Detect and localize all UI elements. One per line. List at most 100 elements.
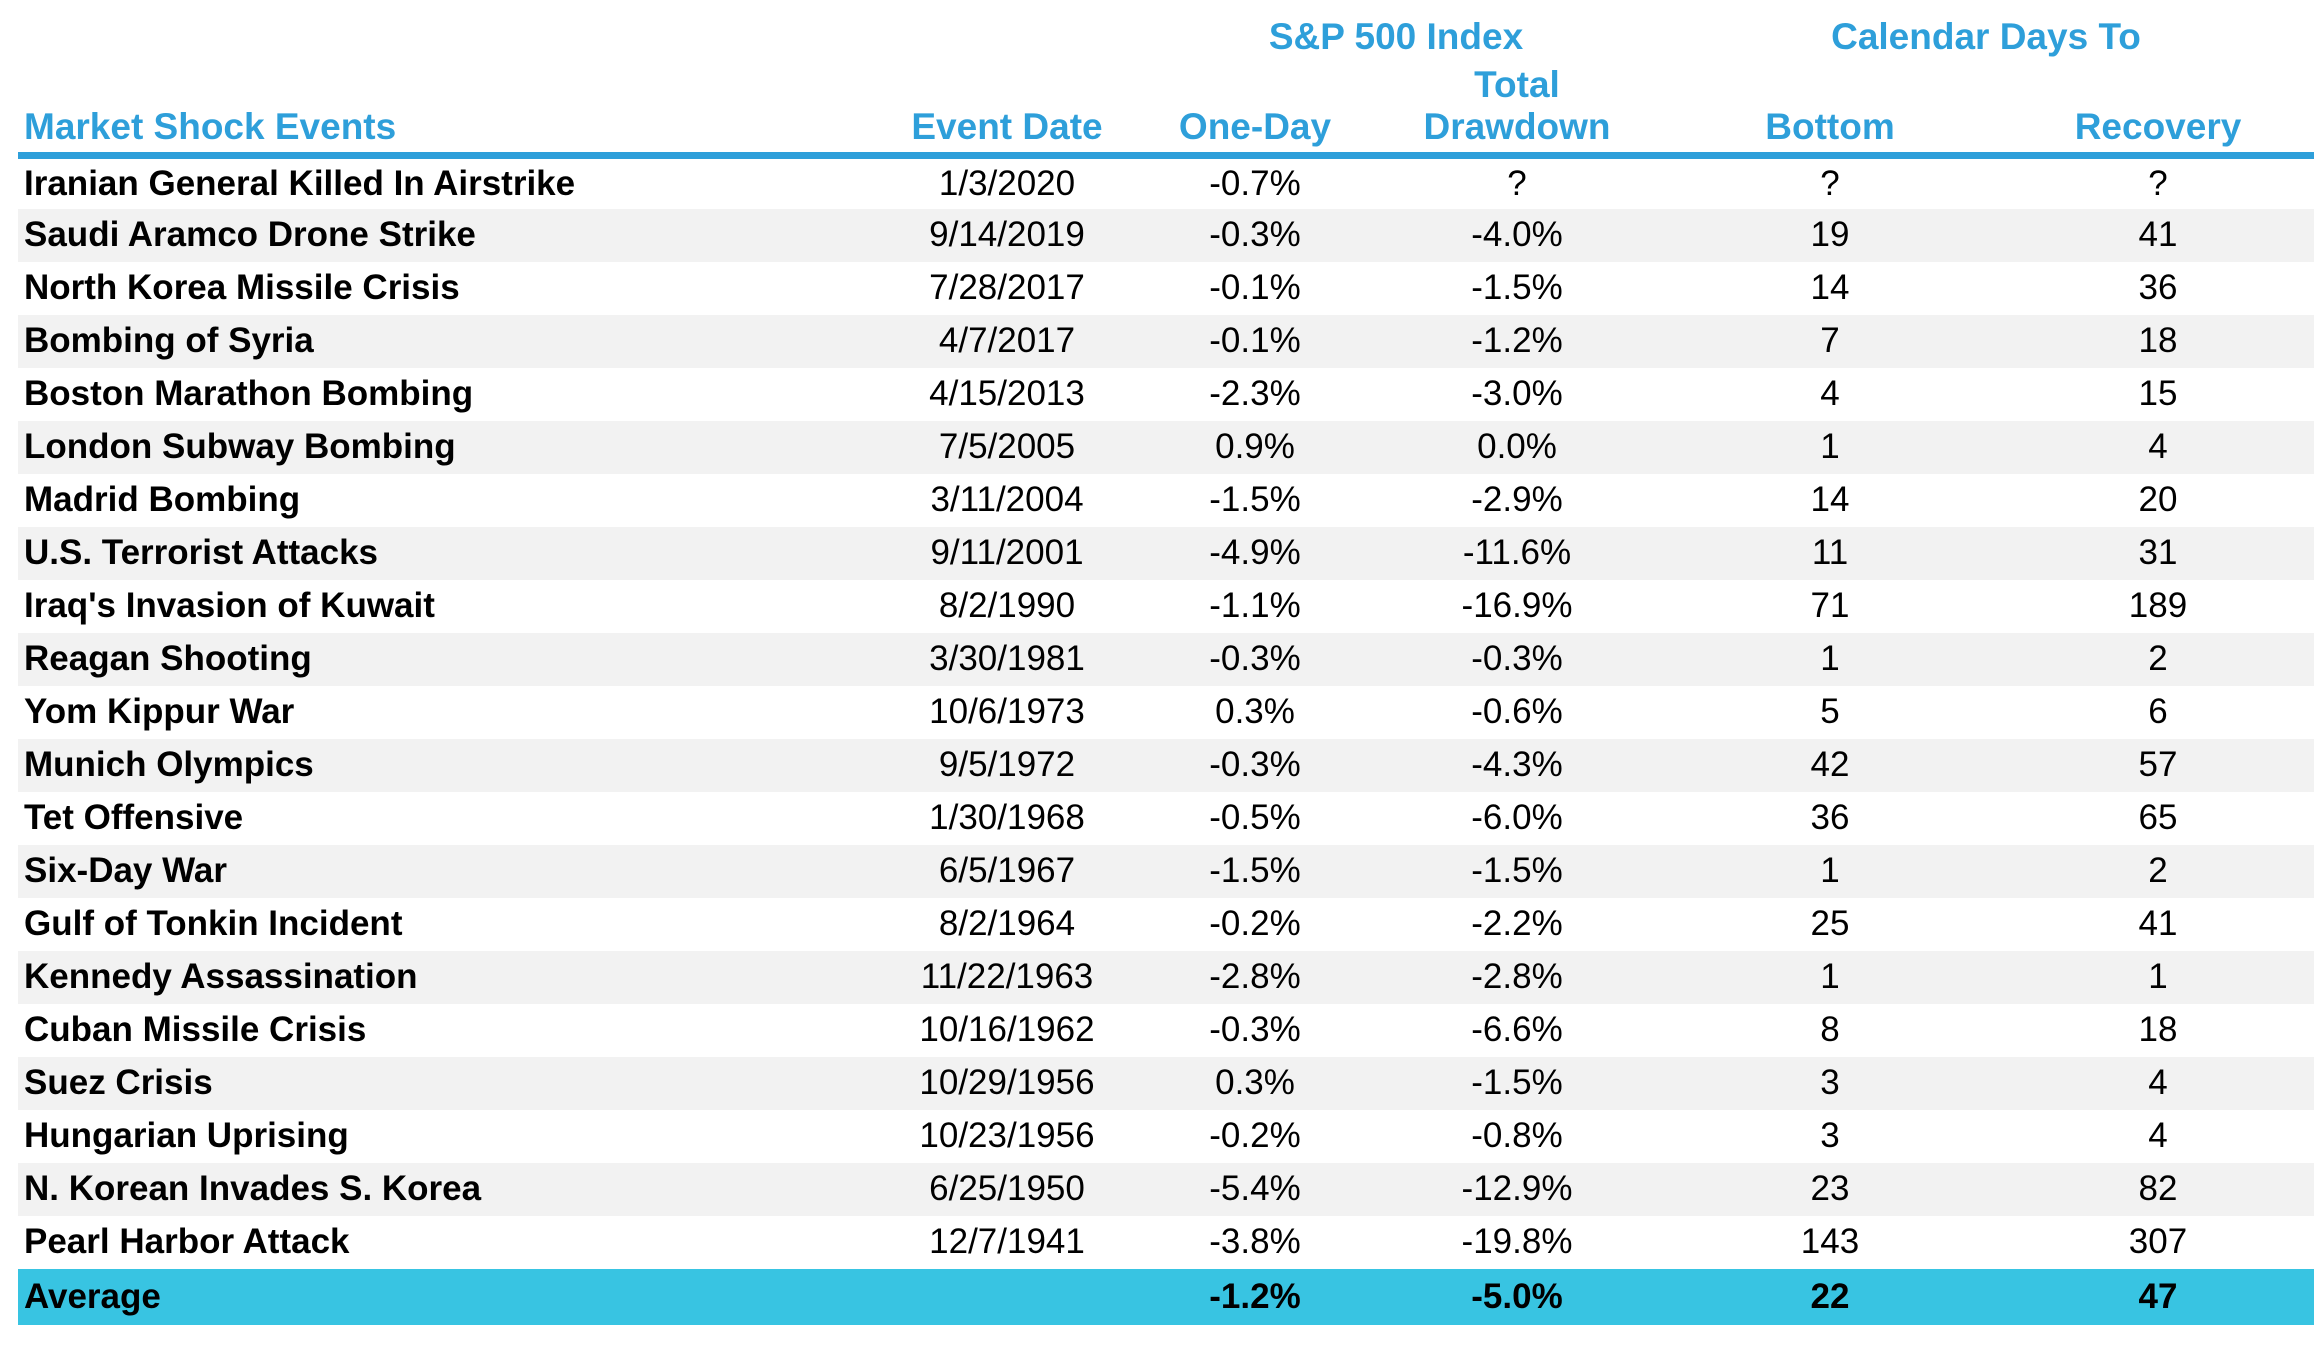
one-day-cell: -0.3% [1209, 215, 1301, 254]
table-row: Yom Kippur War 10/6/1973 0.3% -0.6% 5 6 [18, 686, 2314, 739]
recovery-days-cell: 31 [2138, 533, 2178, 572]
table-row: Gulf of Tonkin Incident 8/2/1964 -0.2% -2.2… [18, 898, 2314, 951]
recovery-days-cell: 36 [2138, 268, 2178, 307]
event-name-cell: Yom Kippur War [24, 692, 295, 731]
bottom-days-cell: 19 [1810, 215, 1850, 254]
event-name-cell: Iranian General Killed In Airstrike [24, 163, 576, 203]
one-day-cell: -0.2% [1209, 1116, 1301, 1155]
one-day-cell: -0.5% [1209, 798, 1301, 837]
event-name-cell: Bombing of Syria [24, 321, 314, 360]
recovery-days-cell: 2 [2148, 639, 2168, 678]
event-name-cell: Gulf of Tonkin Incident [24, 904, 403, 943]
total-drawdown-cell: -4.0% [1471, 215, 1563, 254]
average-total-drawdown-cell: -5.0% [1471, 1276, 1563, 1316]
average-label-cell: Average [24, 1276, 161, 1316]
event-name-cell: Hungarian Uprising [24, 1116, 349, 1155]
one-day-cell: -0.3% [1209, 745, 1301, 784]
event-name-cell: N. Korean Invades S. Korea [24, 1169, 482, 1208]
event-date-cell: 4/7/2017 [938, 321, 1076, 360]
table-body: Iranian General Killed In Airstrike 1/3/2… [18, 156, 2314, 1325]
one-day-cell: -0.2% [1209, 904, 1301, 943]
bottom-days-cell: 23 [1810, 1169, 1850, 1208]
one-day-cell: -1.1% [1209, 586, 1301, 625]
table-row: London Subway Bombing 7/5/2005 0.9% 0.0% 1 4 [18, 420, 2314, 474]
event-name-cell: U.S. Terrorist Attacks [24, 533, 378, 572]
recovery-days-cell: 18 [2138, 1010, 2178, 1049]
total-drawdown-cell: 0.0% [1477, 427, 1557, 466]
column-header-row: Market Shock Events Event Date One-Day T… [18, 64, 2314, 159]
average-one-day-cell: -1.2% [1209, 1276, 1301, 1316]
average-date-cell [880, 1269, 1134, 1325]
bottom-days-cell: 14 [1810, 480, 1850, 519]
recovery-days-cell: 20 [2138, 480, 2178, 519]
col-header-bottom: Bottom [1658, 64, 2002, 159]
total-drawdown-cell: -0.3% [1471, 639, 1563, 678]
event-date-cell: 6/5/1967 [938, 851, 1076, 890]
event-date-cell: 4/15/2013 [929, 374, 1085, 413]
total-drawdown-cell: -11.6% [1462, 533, 1572, 572]
recovery-days-cell: 307 [2128, 1222, 2188, 1261]
one-day-cell: -3.8% [1209, 1222, 1301, 1261]
one-day-cell: 0.3% [1215, 692, 1295, 731]
group-header-spacer [18, 12, 1134, 64]
col-header-total-drawdown: Total Drawdown [1376, 64, 1658, 159]
bottom-days-cell: 5 [1820, 692, 1840, 731]
recovery-days-cell: ? [2148, 163, 2168, 203]
group-header-row: S&P 500 Index Calendar Days To [18, 12, 2314, 64]
table-row: Cuban Missile Crisis 10/16/1962 -0.3% -6.6%… [18, 1004, 2314, 1057]
one-day-cell: -5.4% [1209, 1169, 1301, 1208]
recovery-days-cell: 2 [2148, 851, 2168, 890]
recovery-days-cell: 15 [2138, 374, 2178, 413]
event-date-cell: 8/2/1990 [938, 586, 1076, 625]
event-date-cell: 3/11/2004 [930, 480, 1084, 519]
event-date-cell: 10/6/1973 [929, 692, 1085, 731]
table-row: Iraq's Invasion of Kuwait 8/2/1990 -1.1% -1… [18, 580, 2314, 633]
recovery-days-cell: 65 [2138, 798, 2178, 837]
event-date-cell: 9/5/1972 [938, 745, 1076, 784]
bottom-days-cell: 8 [1820, 1010, 1840, 1049]
col-header-recovery: Recovery [2002, 64, 2314, 159]
bottom-days-cell: 4 [1820, 374, 1840, 413]
event-name-cell: Suez Crisis [24, 1063, 213, 1102]
event-date-cell: 1/30/1968 [929, 798, 1085, 837]
total-drawdown-cell: -1.5% [1471, 268, 1563, 307]
group-header-calendar-days-to: Calendar Days To [1831, 16, 2141, 57]
bottom-days-cell: 71 [1810, 586, 1850, 625]
event-name-cell: Kennedy Assassination [24, 957, 418, 996]
average-row: Average -1.2% -5.0% 22 47 [18, 1268, 2314, 1325]
col-header-market-shock-events: Market Shock Events [18, 64, 880, 159]
table-row: N. Korean Invades S. Korea 6/25/1950 -5.4%… [18, 1162, 2314, 1216]
table-row: Hungarian Uprising 10/23/1956 -0.2% -0.8% 3 4 [18, 1110, 2314, 1163]
total-drawdown-cell: -12.9% [1461, 1169, 1573, 1208]
recovery-days-cell: 4 [2148, 1063, 2168, 1102]
total-drawdown-cell: -0.6% [1471, 692, 1563, 731]
one-day-cell: 0.9% [1215, 427, 1295, 466]
event-date-cell: 1/3/2020 [938, 163, 1076, 203]
event-date-cell: 11/22/1963 [920, 957, 1094, 996]
event-date-cell: 10/23/1956 [919, 1116, 1095, 1155]
total-drawdown-cell: -2.2% [1471, 904, 1563, 943]
one-day-cell: -4.9% [1209, 533, 1301, 572]
bottom-days-cell: 36 [1810, 798, 1850, 837]
event-date-cell: 10/29/1956 [919, 1063, 1095, 1102]
group-header-sp500-index: S&P 500 Index [1268, 16, 1524, 57]
total-drawdown-cell: -3.0% [1471, 374, 1563, 413]
recovery-days-cell: 41 [2138, 215, 2178, 254]
table-row: Saudi Aramco Drone Strike 9/14/2019 -0.3% -… [18, 208, 2314, 262]
event-date-cell: 7/5/2005 [938, 427, 1076, 466]
recovery-days-cell: 189 [2128, 586, 2188, 625]
event-name-cell: Saudi Aramco Drone Strike [24, 215, 476, 254]
table-row: Six-Day War 6/5/1967 -1.5% -1.5% 1 2 [18, 844, 2314, 898]
bottom-days-cell: 3 [1820, 1063, 1840, 1102]
event-name-cell: North Korea Missile Crisis [24, 268, 460, 307]
event-date-cell: 12/7/1941 [929, 1222, 1085, 1261]
table-row: Kennedy Assassination 11/22/1963 -2.8% -2.8… [18, 950, 2314, 1004]
event-name-cell: Iraq's Invasion of Kuwait [24, 586, 435, 625]
event-name-cell: Tet Offensive [24, 798, 244, 837]
table-row: North Korea Missile Crisis 7/28/2017 -0.1%… [18, 262, 2314, 315]
event-date-cell: 10/16/1962 [919, 1010, 1095, 1049]
table-row: Pearl Harbor Attack 12/7/1941 -3.8% -19.8% 1… [18, 1216, 2314, 1269]
average-recovery-days-cell: 47 [2138, 1276, 2178, 1316]
average-bottom-days-cell: 22 [1810, 1276, 1850, 1316]
table-row: Suez Crisis 10/29/1956 0.3% -1.5% 3 4 [18, 1056, 2314, 1110]
